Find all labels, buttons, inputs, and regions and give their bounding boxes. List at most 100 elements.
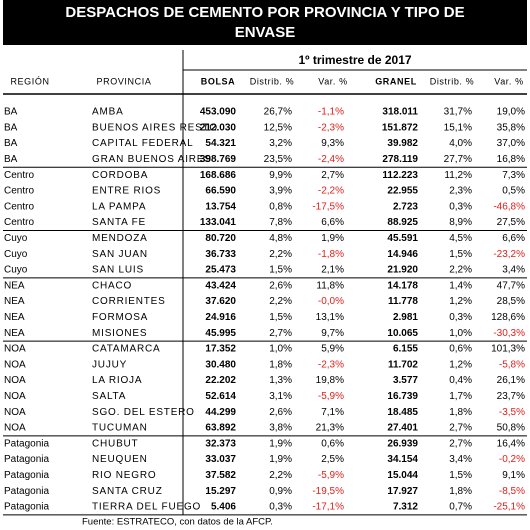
cell: 1,8% <box>449 486 472 497</box>
cell: 17.352 <box>205 344 236 355</box>
cell: FORMOSA <box>92 312 148 323</box>
title-banner <box>3 0 527 45</box>
title-line: ENVASE <box>235 24 296 41</box>
cell: -5,9% <box>318 391 344 402</box>
cell: 1,0% <box>269 344 292 355</box>
cell: BA <box>4 122 18 133</box>
cell: 3,9% <box>269 186 292 197</box>
cell: CAPITAL FEDERAL <box>92 138 193 149</box>
cell: BA <box>4 107 18 118</box>
cell: 31,7% <box>444 107 472 118</box>
cell: 27,7% <box>444 154 472 165</box>
cell: 1,8% <box>269 359 292 370</box>
cell: 1,5% <box>269 312 292 323</box>
cell: 2.723 <box>393 201 418 212</box>
cell: 16,4% <box>497 438 525 449</box>
column-header: PROVINCIA <box>97 76 152 86</box>
cell: 1,5% <box>449 470 472 481</box>
cell: 168.686 <box>200 170 237 181</box>
cell: 3,8% <box>269 423 292 434</box>
cell: SANTA CRUZ <box>92 486 163 497</box>
cell: -30,3% <box>493 328 525 339</box>
cell: 453.090 <box>200 107 237 118</box>
cell: -23,2% <box>493 249 525 260</box>
cell: 1,5% <box>269 265 292 276</box>
cell: 88.925 <box>387 217 418 228</box>
cell: CORRIENTES <box>92 296 166 307</box>
cell: 37.620 <box>205 296 236 307</box>
cell: 39.982 <box>387 138 418 149</box>
cell: 9,7% <box>321 328 344 339</box>
cell: 25.473 <box>205 265 236 276</box>
cell: 7,1% <box>321 407 344 418</box>
cell: 7.312 <box>393 502 418 513</box>
column-header: REGIÓN <box>10 76 49 86</box>
cell: 2,2% <box>449 265 472 276</box>
cell: 133.041 <box>200 217 237 228</box>
cell: 16,8% <box>497 154 525 165</box>
cell: BA <box>4 154 18 165</box>
cell: 0,3% <box>269 502 292 513</box>
cell: 3.577 <box>393 375 418 386</box>
cell: 6,6% <box>321 217 344 228</box>
cell: -0,2% <box>499 454 525 465</box>
cell: -0,0% <box>318 296 344 307</box>
cell: 0,6% <box>321 438 344 449</box>
cell: -1,1% <box>318 107 344 118</box>
cell: NOA <box>4 344 26 355</box>
cell: -5,8% <box>499 359 525 370</box>
cell: 22.202 <box>205 375 236 386</box>
cell: 3,4% <box>449 454 472 465</box>
cell: -17,1% <box>312 502 344 513</box>
cell: 26.939 <box>387 438 418 449</box>
cell: MENDOZA <box>92 233 148 244</box>
cell: 2,6% <box>269 280 292 291</box>
cell: CHUBUT <box>92 438 138 449</box>
cell: 398.769 <box>200 154 237 165</box>
cell: 2,5% <box>321 454 344 465</box>
cell: -2,3% <box>318 359 344 370</box>
source: Fuente: ESTRATECO, con datos de la AFCP. <box>82 517 273 528</box>
cell: Cuyo <box>4 265 28 276</box>
cell: 13,1% <box>316 312 344 323</box>
cell: 27,5% <box>497 217 525 228</box>
period: 1º trimestre de 2017 <box>298 53 411 67</box>
cell: 2,2% <box>269 470 292 481</box>
cell: BUENOS AIRES RESTO <box>92 122 218 133</box>
cell: 2,2% <box>269 249 292 260</box>
cell: 45.995 <box>205 328 236 339</box>
cell: -2,2% <box>318 186 344 197</box>
cell: 32.373 <box>205 438 236 449</box>
cell: 21.920 <box>387 265 418 276</box>
cell: 1,5% <box>449 249 472 260</box>
cell: RIO NEGRO <box>92 470 156 481</box>
cell: -8,5% <box>499 486 525 497</box>
cell: 8,9% <box>449 217 472 228</box>
cell: NEA <box>4 280 25 291</box>
cell: -3,5% <box>499 407 525 418</box>
cell: 11.702 <box>388 359 418 370</box>
cell: 15.044 <box>387 470 418 481</box>
cell: 5.406 <box>211 502 236 513</box>
cell: Centro <box>4 217 34 228</box>
cell: SAN JUAN <box>92 249 148 260</box>
cell: NEA <box>4 312 25 323</box>
cell: Centro <box>4 201 34 212</box>
cell: 2,7% <box>269 328 292 339</box>
cell: 26,7% <box>264 107 292 118</box>
cell: 21,3% <box>316 423 344 434</box>
cell: 54.321 <box>205 138 236 149</box>
cell: 11,8% <box>316 280 344 291</box>
cell: 1,3% <box>269 375 292 386</box>
cell: Centro <box>4 186 34 197</box>
cell: 7,8% <box>269 217 292 228</box>
cell: TIERRA DEL FUEGO <box>92 502 201 513</box>
cell: AMBA <box>92 107 124 118</box>
cell: 4,5% <box>449 233 472 244</box>
cell: -1,8% <box>318 249 344 260</box>
cell: 4,0% <box>449 138 472 149</box>
cell: NOA <box>4 359 26 370</box>
cell: 1,2% <box>449 359 472 370</box>
cell: Cuyo <box>4 233 28 244</box>
cell: 318.011 <box>382 107 418 118</box>
